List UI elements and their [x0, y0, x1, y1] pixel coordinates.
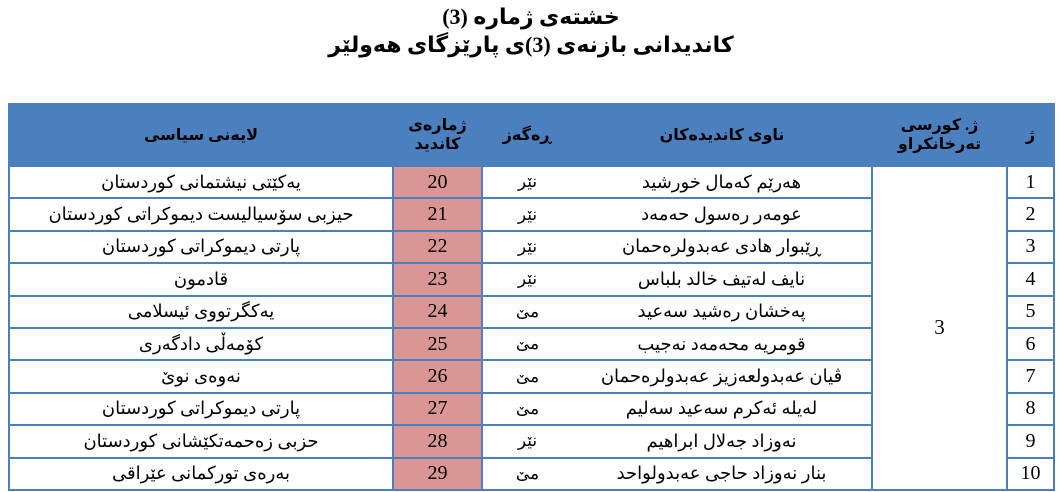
gender-cell: نێر: [481, 262, 572, 297]
gender-cell: نێر: [481, 424, 572, 459]
party-cell: پارتی دیموکراتی کوردستان: [8, 391, 394, 427]
candidate-name-cell: پەخشان رەشید سەعید: [572, 294, 873, 329]
table-row: 3 ڕێبوار هادی عەبدولرەحمان نێر 22 پارتی دیمو…: [8, 229, 1055, 265]
party-cell: حزبی زەحمەتکێشانی کوردستان: [8, 424, 394, 459]
party-cell: نەوەی نوێ: [8, 359, 394, 394]
candidate-number-cell: 26: [392, 359, 483, 394]
gender-cell: نێر: [481, 197, 572, 232]
party-cell: یەکگرتووی ئیسلامی: [8, 294, 394, 329]
gender-cell: مێ: [481, 326, 572, 362]
title-line-1: خشتەی ژمارە (3): [442, 4, 620, 29]
col-header-reserved-seats-line2: تەرخانکراو: [897, 136, 982, 153]
candidate-number-cell: 22: [392, 229, 483, 265]
col-header-row-number-label: ژ: [1025, 126, 1036, 144]
candidate-name-cell: نایف لەتیف خالد بلباس: [572, 262, 873, 297]
gender-cell: مێ: [481, 456, 572, 491]
candidate-name-cell: لەیلە ئەکرم سەعید سەلیم: [572, 391, 873, 427]
gender-cell: مێ: [481, 359, 572, 394]
row-number-cell: 1: [1006, 164, 1055, 200]
col-header-row-number: ژ: [1006, 103, 1055, 167]
col-header-candidate-name: ناوی کاندیدەکان: [571, 103, 873, 167]
party-cell: پارتی دیموکراتی کوردستان: [8, 229, 394, 265]
col-header-candidate-number-line2: کاندید: [414, 136, 461, 153]
header-row: ژ ژ. کورسی تەرخانکراو ناوی کاندیدەکان ڕە…: [8, 103, 1055, 167]
col-header-candidate-number: ژمارەی کاندید: [392, 103, 483, 167]
candidate-name-cell: هەرێم کەمال خورشید: [572, 164, 873, 200]
candidate-number-cell: 23: [392, 262, 483, 297]
gender-cell: مێ: [481, 391, 572, 427]
row-number-cell: 8: [1006, 391, 1055, 427]
party-cell: قادمون: [8, 262, 394, 297]
row-number-cell: 2: [1006, 197, 1055, 232]
gender-cell: نێر: [481, 164, 572, 200]
candidate-name-cell: ڤیان عەبدولعەزیز عەبدولرەحمان: [572, 359, 873, 394]
col-header-political-party: لایەنی سیاسی: [8, 103, 394, 167]
candidates-table: ژ ژ. کورسی تەرخانکراو ناوی کاندیدەکان ڕە…: [8, 103, 1055, 491]
col-header-political-party-label: لایەنی سیاسی: [143, 126, 258, 144]
col-header-gender: ڕەگەز: [481, 103, 573, 167]
table-row: 1 3 هەرێم کەمال خورشید نێر 20 یەکێتی نیشتمانی…: [8, 164, 1055, 491]
candidate-number-cell: 25: [392, 326, 483, 362]
candidate-name-cell: عومەر رەسول حەمەد: [572, 197, 873, 232]
candidate-number-cell: 20: [392, 164, 483, 200]
gender-cell: مێ: [481, 294, 572, 329]
candidate-name-cell: قومریە محەمەد نەجیب: [572, 326, 873, 362]
table-row: 9 نەوزاد جەلال ابراهیم نێر 28 حزبی زەحمەتکێش…: [8, 424, 1055, 459]
candidate-number-cell: 28: [392, 424, 483, 459]
gender-cell: نێر: [481, 229, 572, 265]
col-header-gender-label: ڕەگەز: [502, 126, 552, 144]
table-row: 10 بنار نەوزاد حاجی عەبدولواحد مێ 29 بەرەی ت…: [8, 456, 1055, 491]
table-row: 7 ڤیان عەبدولعەزیز عەبدولرەحمان مێ 26 نەوەی …: [8, 359, 1055, 394]
title-line-2: کاندیدانی بازنەی (3)ی پارێزگای هەولێر: [328, 32, 734, 57]
row-number-cell: 10: [1006, 456, 1055, 491]
party-cell: کۆمەڵی دادگەری: [8, 326, 394, 362]
table-row: 5 پەخشان رەشید سەعید مێ 24 یەکگرتووی ئیسلامی: [8, 294, 1055, 329]
row-number-cell: 9: [1006, 424, 1055, 459]
table-row: 6 قومریە محەمەد نەجیب مێ 25 کۆمەڵی دادگەری: [8, 326, 1055, 362]
row-number-cell: 5: [1006, 294, 1055, 329]
row-number-cell: 3: [1006, 229, 1055, 265]
party-cell: بەرەی تورکمانی عێراقی: [8, 456, 394, 491]
candidate-name-cell: ڕێبوار هادی عەبدولرەحمان: [572, 229, 873, 265]
party-cell: یەکێتی نیشتمانی کوردستان: [8, 164, 394, 200]
table-row: 8 لەیلە ئەکرم سەعید سەلیم مێ 27 پارتی دیموکر…: [8, 391, 1055, 427]
col-header-reserved-seats-line1: ژ. کورسی: [900, 117, 979, 134]
reserved-seats-cell: 3: [871, 165, 1008, 491]
col-header-candidate-number-line1: ژمارەی: [408, 117, 467, 134]
table-row: 4 نایف لەتیف خالد بلباس نێر 23 قادمون: [8, 262, 1055, 297]
candidate-number-cell: 24: [392, 294, 483, 329]
table-row: 2 عومەر رەسول حەمەد نێر 21 حیزبی سۆسیالیست د…: [8, 197, 1055, 232]
row-number-cell: 4: [1006, 262, 1055, 297]
candidate-name-cell: نەوزاد جەلال ابراهیم: [572, 424, 873, 459]
document-title: خشتەی ژمارە (3) کاندیدانی بازنەی (3)ی پا…: [0, 3, 1062, 59]
candidate-number-cell: 21: [392, 197, 483, 232]
candidate-number-cell: 27: [392, 391, 483, 427]
row-number-cell: 7: [1006, 359, 1055, 394]
row-number-cell: 6: [1006, 326, 1055, 362]
col-header-reserved-seats: ژ. کورسی تەرخانکراو: [871, 103, 1008, 167]
candidate-name-cell: بنار نەوزاد حاجی عەبدولواحد: [572, 456, 873, 491]
party-cell: حیزبی سۆسیالیست دیموکراتی کوردستان: [8, 197, 394, 232]
candidate-number-cell: 29: [392, 456, 483, 491]
col-header-candidate-name-label: ناوی کاندیدەکان: [659, 126, 785, 144]
